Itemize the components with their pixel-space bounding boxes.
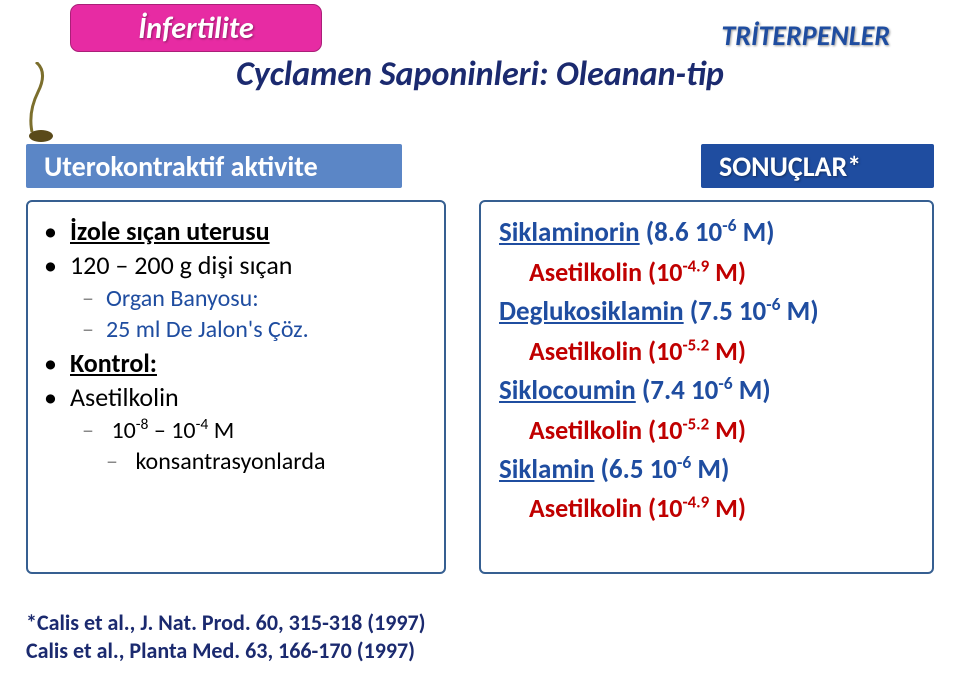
result-2: Deglukosiklamin (7.5 10-6 M) <box>499 293 920 330</box>
sub4a-mid: – 10 <box>148 416 195 445</box>
r3-val: (7.4 10 <box>636 374 719 407</box>
title-rest: Saponinleri: Oleanan-tip <box>380 54 724 95</box>
r4-sub-tail: M) <box>709 492 746 524</box>
result-1: Siklaminorin (8.6 10-6 M) <box>499 214 920 251</box>
result-4: Siklamin (6.5 10-6 M) <box>499 451 920 488</box>
ref-line-1: *Calis et al., J. Nat. Prod. 60, 315-318… <box>26 609 426 637</box>
references: *Calis et al., J. Nat. Prod. 60, 315-318… <box>26 609 426 664</box>
r1-name: Siklaminorin <box>499 216 640 249</box>
tag-infertilite-label: İnfertilite <box>138 10 253 47</box>
r1-val: (8.6 10 <box>640 216 723 249</box>
r1-sub-tail: M) <box>709 256 746 288</box>
r2-sub-exp: -5.2 <box>682 334 709 355</box>
result-3-sub: Asetilkolin (10-5.2 M) <box>529 413 920 447</box>
sub4a-exp1: -8 <box>136 415 149 434</box>
r2-exp: -6 <box>766 293 780 315</box>
r1-exp: -6 <box>722 214 736 236</box>
result-3: Siklocoumin (7.4 10-6 M) <box>499 372 920 409</box>
slide: İnfertilite TRİTERPENLER Cyclamen Saponi… <box>0 0 960 696</box>
sub4a-suffix: M <box>208 416 234 445</box>
tag-triterpenler-label: TRİTERPENLER <box>721 18 890 53</box>
r4-exp: -6 <box>677 451 691 473</box>
r2-sub-tail: M) <box>709 335 746 367</box>
sub4a-exp2: -4 <box>196 415 209 434</box>
r3-sub: Asetilkolin (10 <box>529 414 682 446</box>
results-box: Siklaminorin (8.6 10-6 M) Asetilkolin (1… <box>479 200 934 574</box>
r2-name: Deglukosiklamin <box>499 295 684 328</box>
r4-val: (6.5 10 <box>594 453 677 486</box>
r1-tail: M) <box>736 216 774 249</box>
r4-name: Siklamin <box>499 453 594 486</box>
methods-line3: Kontrol: <box>70 347 157 379</box>
title-genus: Cyclamen <box>236 54 380 95</box>
result-4-sub: Asetilkolin (10-4.9 M) <box>529 491 920 525</box>
right-panel-heading: SONUÇLAR* <box>701 144 934 188</box>
methods-line2: 120 – 200 g dişi sıçan <box>48 248 432 282</box>
r1-sub-exp: -4.9 <box>682 255 709 276</box>
r3-exp: -6 <box>718 372 732 394</box>
r3-sub-exp: -5.2 <box>682 413 709 434</box>
methods-line4: Asetilkolin <box>48 380 432 414</box>
r2-val: (7.5 10 <box>684 295 767 328</box>
slide-title: Cyclamen Saponinleri: Oleanan-tip <box>0 54 960 95</box>
r3-tail: M) <box>733 374 771 407</box>
result-1-sub: Asetilkolin (10-4.9 M) <box>529 255 920 289</box>
tag-infertilite: İnfertilite <box>70 4 322 52</box>
r3-name: Siklocoumin <box>499 374 636 407</box>
ref-line-2: Calis et al., Planta Med. 63, 166-170 (1… <box>26 637 426 665</box>
methods-box: İzole sıçan uterusu 120 – 200 g dişi sıç… <box>26 200 446 574</box>
r1-sub: Asetilkolin (10 <box>529 256 682 288</box>
r2-sub: Asetilkolin (10 <box>529 335 682 367</box>
result-2-sub: Asetilkolin (10-5.2 M) <box>529 334 920 368</box>
r3-sub-tail: M) <box>709 414 746 446</box>
methods-sub2b: 25 ml De Jalon's Çöz. <box>82 314 432 346</box>
methods-line1: İzole sıçan uterusu <box>70 215 270 247</box>
r2-tail: M) <box>781 295 819 328</box>
tag-triterpenler: TRİTERPENLER <box>721 18 890 53</box>
left-panel-heading: Uterokontraktif aktivite <box>26 144 402 188</box>
r4-tail: M) <box>691 453 729 486</box>
methods-sub4a: 10-8 – 10-4 M <box>82 415 432 447</box>
r4-sub: Asetilkolin (10 <box>529 492 682 524</box>
r4-sub-exp: -4.9 <box>682 492 709 513</box>
right-heading-text: SONUÇLAR* <box>719 149 861 184</box>
methods-sub2a: Organ Banyosu: <box>82 283 432 315</box>
methods-sub4b: konsantrasyonlarda <box>82 446 432 478</box>
sub4a-prefix: 10 <box>111 416 135 445</box>
left-heading-text: Uterokontraktif aktivite <box>44 149 318 184</box>
